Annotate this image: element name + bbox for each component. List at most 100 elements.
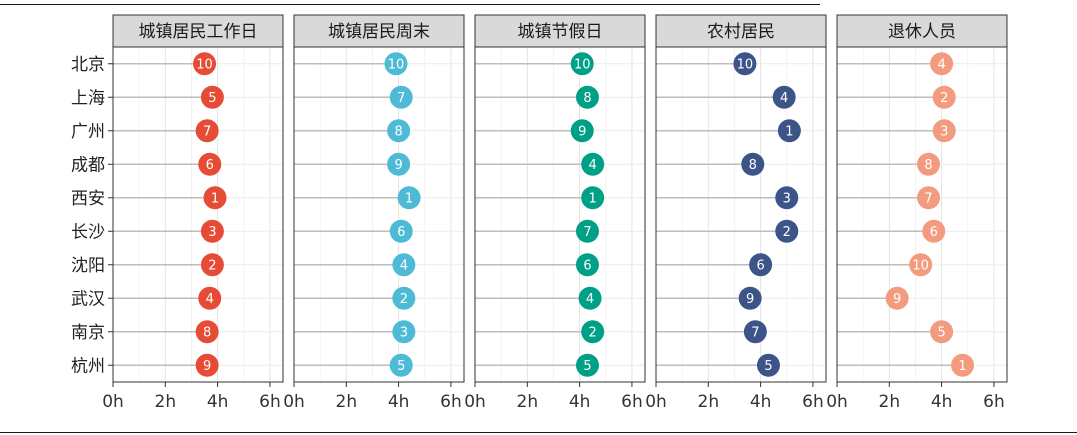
lollipop-dot <box>922 219 946 243</box>
rank-label: 9 <box>893 292 901 307</box>
lollipop-dot <box>772 85 796 109</box>
lollipop-dot <box>581 320 605 344</box>
lollipop-dot <box>389 85 413 109</box>
rank-label: 3 <box>783 191 791 206</box>
lollipop-dot <box>917 186 941 210</box>
lollipop-dot <box>909 253 933 277</box>
rank-label: 8 <box>924 158 932 173</box>
y-tick-label: 广州 <box>71 122 105 142</box>
rank-label: 6 <box>206 158 214 173</box>
lollipop-dot <box>195 119 219 143</box>
y-tick-label: 上海 <box>71 88 105 108</box>
x-tick-label: 6h <box>802 392 824 412</box>
rank-label: 8 <box>749 158 757 173</box>
lollipop-dot <box>575 353 599 377</box>
lollipop-dot <box>195 320 219 344</box>
facet-title: 城镇居民工作日 <box>139 22 258 42</box>
rank-label: 2 <box>940 91 948 106</box>
lollipop-dot <box>384 52 408 76</box>
rank-label: 9 <box>746 292 754 307</box>
rank-label: 10 <box>388 57 405 72</box>
rank-label: 10 <box>737 57 754 72</box>
rank-label: 3 <box>940 124 948 139</box>
rank-label: 2 <box>783 225 791 240</box>
rank-label: 7 <box>924 191 932 206</box>
facet-strip <box>293 14 465 48</box>
x-tick-label: 6h <box>440 392 462 412</box>
x-tick-label: 2h <box>517 392 539 412</box>
lollipop-dot <box>578 286 602 310</box>
lollipop-dot <box>777 119 801 143</box>
lollipop-dot <box>570 119 594 143</box>
rank-label: 4 <box>586 292 594 307</box>
x-tick-label: 2h <box>698 392 720 412</box>
lollipop-dot <box>756 353 780 377</box>
lollipop-dot <box>581 186 605 210</box>
x-tick-label: 0h <box>102 392 124 412</box>
facet-title: 城镇居民周末 <box>328 22 430 42</box>
x-tick-label: 4h <box>750 392 772 412</box>
rank-label: 8 <box>203 325 211 340</box>
lollipop-dot <box>930 52 954 76</box>
facet-strip <box>474 14 646 48</box>
x-tick-label: 4h <box>569 392 591 412</box>
panel-background <box>294 47 464 382</box>
x-tick-label: 2h <box>336 392 358 412</box>
lollipop-dot <box>389 219 413 243</box>
lollipop-dot <box>200 253 224 277</box>
rank-label: 5 <box>937 325 945 340</box>
panel-border <box>293 46 465 383</box>
lollipop-dot <box>392 253 416 277</box>
rank-label: 7 <box>397 91 405 106</box>
lollipop-dot <box>743 320 767 344</box>
rank-label: 4 <box>206 292 214 307</box>
lollipop-dot <box>749 253 773 277</box>
lollipop-dot <box>775 219 799 243</box>
rank-label: 9 <box>578 124 586 139</box>
bottom-rule <box>0 432 1077 433</box>
rank-label: 4 <box>589 158 597 173</box>
rank-label: 5 <box>583 359 591 374</box>
y-tick-label: 南京 <box>71 323 105 343</box>
rank-label: 4 <box>400 258 408 273</box>
facet-strip <box>836 14 1008 48</box>
x-tick-label: 0h <box>826 392 848 412</box>
lollipop-dot <box>195 353 219 377</box>
lollipop-dot <box>951 353 975 377</box>
rank-label: 2 <box>208 258 216 273</box>
panel-background <box>656 47 826 382</box>
rank-label: 4 <box>780 91 788 106</box>
rank-label: 7 <box>751 325 759 340</box>
rank-label: 10 <box>196 57 213 72</box>
x-tick-label: 6h <box>983 392 1005 412</box>
x-tick-label: 6h <box>621 392 643 412</box>
lollipop-dot <box>387 119 411 143</box>
lollipop-dot <box>930 320 954 344</box>
rank-label: 6 <box>930 225 938 240</box>
panel-border <box>836 46 1008 383</box>
x-tick-label: 2h <box>879 392 901 412</box>
y-tick-label: 沈阳 <box>71 256 105 276</box>
lollipop-dot <box>387 152 411 176</box>
lollipop-dot <box>932 85 956 109</box>
lollipop-dot <box>397 186 421 210</box>
lollipop-dot <box>581 152 605 176</box>
lollipop-dot <box>575 253 599 277</box>
facet-title: 退休人员 <box>888 22 956 42</box>
rank-label: 3 <box>400 325 408 340</box>
y-tick-label: 北京 <box>71 55 105 75</box>
panel-border <box>112 46 284 383</box>
y-tick-label: 杭州 <box>71 356 105 376</box>
lollipop-dot <box>198 286 222 310</box>
lollipop-dot <box>575 85 599 109</box>
lollipop-dot <box>570 52 594 76</box>
x-tick-label: 6h <box>259 392 281 412</box>
facet-title: 城镇节假日 <box>518 22 603 42</box>
x-tick-label: 4h <box>931 392 953 412</box>
lollipop-dot <box>193 52 217 76</box>
x-tick-label: 0h <box>464 392 486 412</box>
facet-title: 农村居民 <box>707 22 775 42</box>
facet-strip <box>655 14 827 48</box>
top-rule <box>0 4 820 5</box>
